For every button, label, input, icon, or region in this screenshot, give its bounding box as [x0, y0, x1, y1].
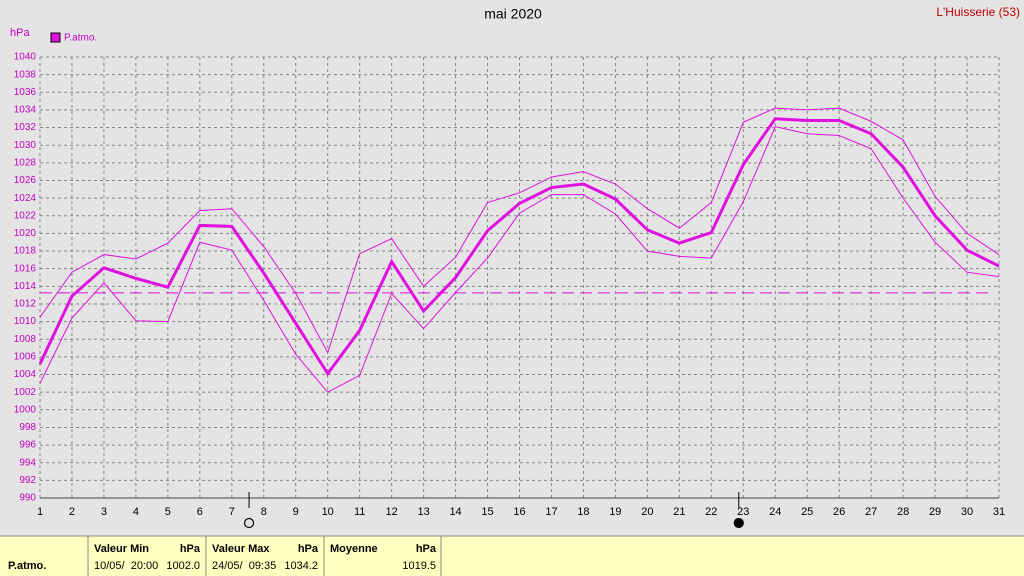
- x-tick-label: 2: [69, 506, 75, 518]
- y-tick-label: 1000: [14, 404, 37, 415]
- x-tick-label: 31: [993, 506, 1005, 518]
- x-tick-label: 17: [545, 506, 557, 518]
- x-tick-label: 15: [481, 506, 493, 518]
- table-unit: hPa: [180, 543, 201, 555]
- legend-label: P.atmo.: [64, 33, 97, 44]
- x-tick-label: 7: [229, 506, 235, 518]
- table-when: 10/05/ 20:00: [94, 560, 158, 572]
- x-tick-label: 11: [354, 506, 365, 518]
- x-tick-label: 21: [673, 506, 685, 518]
- y-tick-label: 996: [19, 440, 36, 451]
- table-value: 1034.2: [284, 560, 318, 572]
- x-tick-label: 22: [705, 506, 717, 518]
- table-when: 24/05/ 09:35: [212, 560, 276, 572]
- y-tick-label: 1020: [14, 228, 37, 239]
- y-tick-label: 998: [19, 422, 36, 433]
- x-tick-label: 1: [37, 506, 43, 518]
- x-tick-label: 16: [513, 506, 525, 518]
- legend-swatch: [50, 32, 61, 43]
- moon-phase: [733, 517, 744, 529]
- table-bg: [0, 536, 1024, 576]
- y-tick-label: 1022: [14, 210, 37, 221]
- x-tick-label: 10: [322, 506, 334, 518]
- table-header: Valeur Max: [212, 543, 270, 555]
- x-tick-label: 28: [897, 506, 909, 518]
- x-tick-label: 4: [133, 506, 139, 518]
- moon-phase: [243, 517, 255, 529]
- x-tick-label: 23: [737, 506, 749, 518]
- table-header: Valeur Min: [94, 543, 149, 555]
- x-tick-label: 3: [101, 506, 107, 518]
- x-tick-label: 6: [197, 506, 203, 518]
- table-header: Moyenne: [330, 543, 378, 555]
- y-tick-label: 1006: [14, 352, 37, 363]
- y-tick-label: 994: [19, 457, 36, 468]
- table-value: 1002.0: [166, 560, 200, 572]
- x-tick-label: 29: [929, 506, 941, 518]
- x-tick-label: 9: [293, 506, 299, 518]
- x-tick-label: 5: [165, 506, 171, 518]
- table-value: 1019.5: [402, 560, 436, 572]
- x-tick-label: 20: [641, 506, 653, 518]
- y-tick-label: 1036: [14, 87, 37, 98]
- y-tick-label: 1014: [14, 281, 37, 292]
- chart-title: mai 2020: [484, 6, 542, 22]
- x-tick-label: 18: [577, 506, 589, 518]
- y-tick-label: 1012: [14, 299, 37, 310]
- series-line: [39, 126, 1000, 393]
- x-tick-label: 25: [801, 506, 813, 518]
- y-tick-label: 1028: [14, 157, 37, 168]
- y-tick-label: 1040: [14, 52, 37, 63]
- x-tick-label: 13: [417, 506, 429, 518]
- y-unit: hPa: [10, 27, 30, 39]
- y-tick-label: 1034: [14, 105, 37, 116]
- table-label: P.atmo.: [8, 560, 46, 572]
- y-tick-label: 1018: [14, 246, 37, 257]
- x-tick-label: 19: [609, 506, 621, 518]
- table-unit: hPa: [416, 543, 437, 555]
- x-tick-label: 27: [865, 506, 877, 518]
- x-tick-label: 26: [833, 506, 845, 518]
- y-tick-label: 990: [19, 493, 36, 504]
- x-tick-label: 14: [449, 506, 461, 518]
- y-tick-label: 1026: [14, 175, 37, 186]
- x-tick-label: 8: [261, 506, 267, 518]
- y-tick-label: 1024: [14, 193, 37, 204]
- y-tick-label: 1038: [14, 69, 37, 80]
- series-line: [39, 107, 1000, 354]
- y-tick-label: 1010: [14, 316, 37, 327]
- x-tick-label: 24: [769, 506, 781, 518]
- y-tick-label: 1004: [14, 369, 37, 380]
- plot: 9909929949969981000100210041006100810101…: [14, 52, 1005, 529]
- x-tick-label: 30: [961, 506, 973, 518]
- table-unit: hPa: [298, 543, 319, 555]
- y-tick-label: 1008: [14, 334, 37, 345]
- y-tick-label: 1002: [14, 387, 37, 398]
- station: L'Huisserie (53): [936, 5, 1020, 19]
- y-tick-label: 1016: [14, 263, 37, 274]
- background: [0, 0, 1024, 536]
- y-tick-label: 992: [19, 475, 36, 486]
- x-tick-label: 12: [386, 506, 398, 518]
- series-line: [38, 117, 1000, 377]
- y-tick-label: 1032: [14, 122, 37, 133]
- stats-table: P.atmo. Valeur Min hPa 10/05/ 20:00 1002.0 V…: [0, 535, 1024, 576]
- y-tick-label: 1030: [14, 140, 37, 151]
